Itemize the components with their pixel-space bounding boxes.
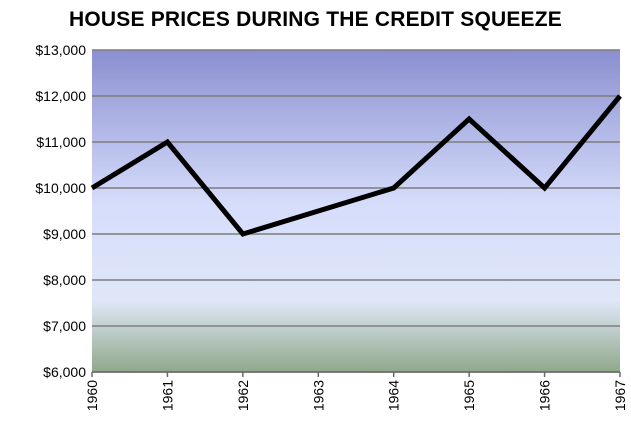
x-tick-label: 1966	[537, 380, 553, 411]
y-axis: $6,000 $7,000 $8,000 $9,000 $10,000 $11,000 $1…	[35, 42, 86, 380]
x-axis: 1960 1961 1962 1963 1964 1965 1966 1967	[84, 372, 628, 411]
y-tick-label: $11,000	[36, 134, 86, 150]
x-tick-label: 1967	[612, 380, 628, 411]
y-tick-label: $7,000	[43, 318, 86, 334]
x-tick-label: 1961	[159, 380, 175, 411]
series-layer	[90, 94, 622, 237]
y-tick-label: $10,000	[35, 180, 86, 196]
y-tick-label: $6,000	[43, 364, 86, 380]
series-line	[90, 94, 622, 237]
y-tick-label: $13,000	[35, 42, 86, 58]
x-tick-label: 1965	[461, 380, 477, 411]
x-tick-label: 1963	[310, 380, 326, 411]
gridlines	[92, 49, 620, 373]
y-tick-label: $9,000	[43, 226, 86, 242]
y-tick-label: $12,000	[35, 88, 86, 104]
x-tick-label: 1960	[84, 380, 100, 411]
x-tick-label: 1962	[235, 380, 251, 411]
x-tick-label: 1964	[386, 380, 402, 411]
chart-title: HOUSE PRICES DURING THE CREDIT SQUEEZE	[69, 8, 562, 31]
y-tick-label: $8,000	[43, 272, 86, 288]
plot-area	[92, 50, 620, 372]
